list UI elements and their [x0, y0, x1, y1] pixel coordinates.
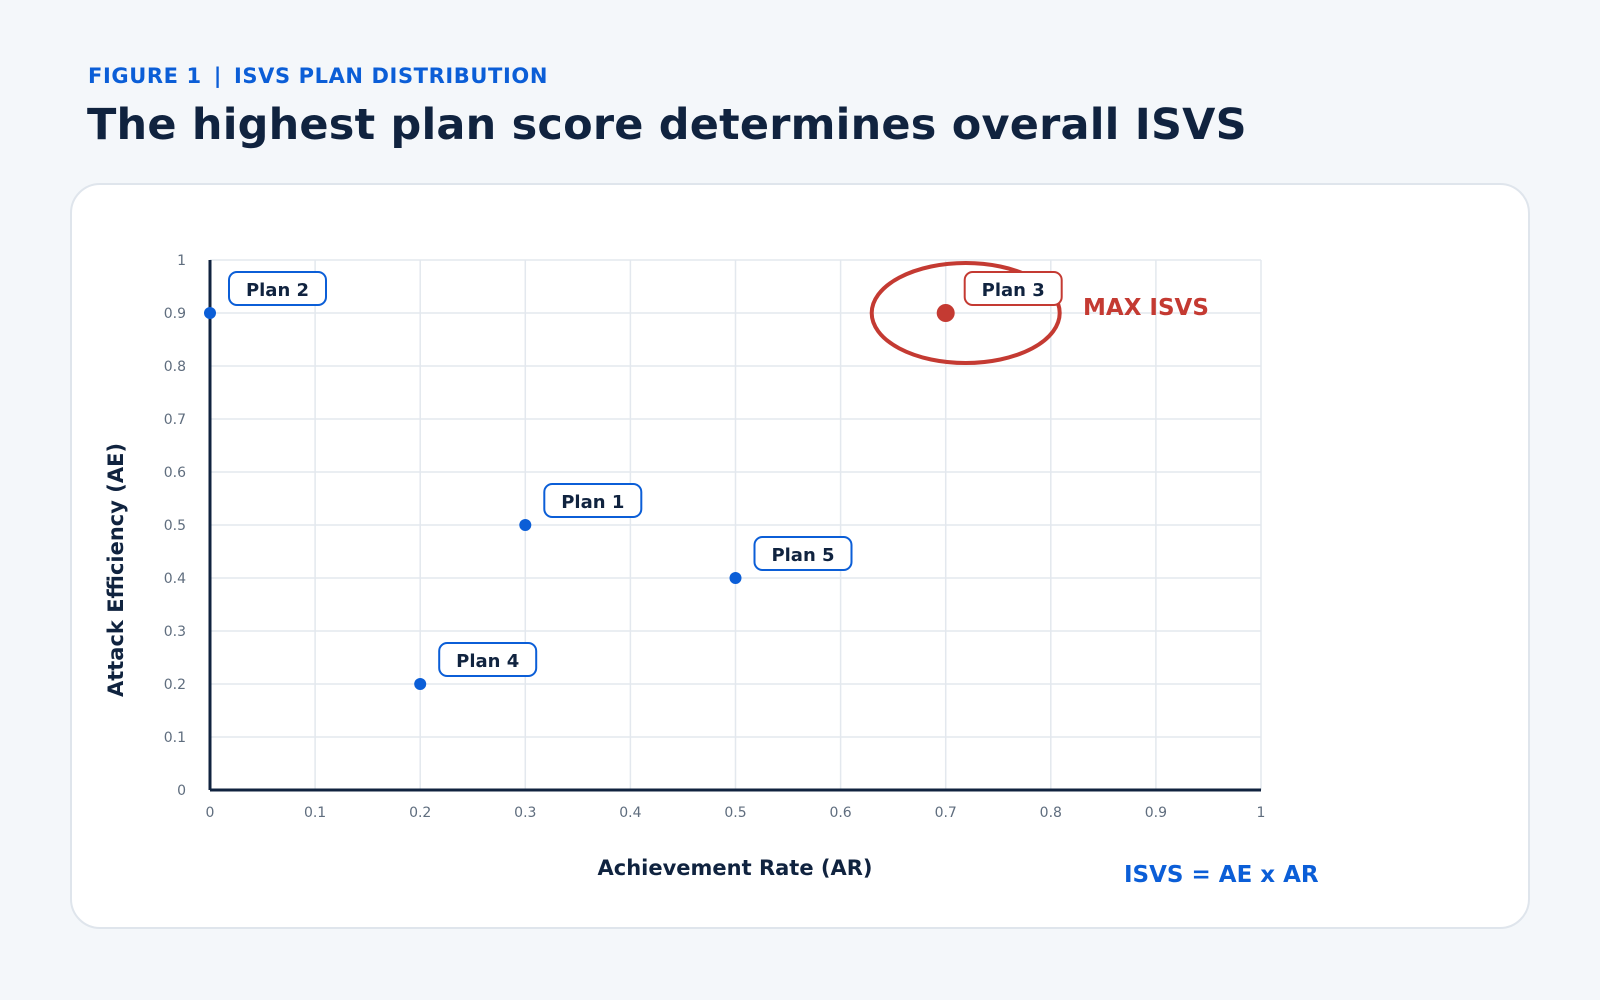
y-tick-label: 1 — [177, 253, 186, 269]
point-label-box — [438, 642, 538, 677]
highlight-ring — [869, 261, 1062, 365]
grid — [209, 259, 1262, 791]
page-headline: The highest plan score determines overal… — [87, 100, 1247, 150]
y-tick-label: 0.2 — [164, 677, 186, 693]
point-label-box — [963, 271, 1063, 306]
figure-separator: | — [213, 64, 222, 88]
y-tick-label: 0 — [177, 783, 186, 799]
figure-kicker: FIGURE 1 | ISVS PLAN DISTRIBUTION — [88, 64, 548, 88]
point-label-badge: Plan 1 — [543, 483, 643, 518]
point-label-box — [228, 271, 327, 306]
isvs-formula: ISVS = AE x AR — [1124, 862, 1319, 888]
x-tick-label: 0.9 — [1145, 805, 1167, 821]
y-tick-label: 0.7 — [164, 412, 186, 428]
data-point — [204, 307, 216, 319]
point-label-badge: Plan 3 — [963, 271, 1063, 306]
x-tick-label: 0.8 — [1040, 805, 1062, 821]
point-label-box — [543, 483, 643, 518]
x-tick-label: 0.4 — [619, 805, 641, 821]
data-points — [204, 304, 955, 690]
highlight-group — [869, 261, 1062, 365]
x-tick-label: 0 — [206, 805, 215, 821]
x-tick-label: 0.7 — [935, 805, 957, 821]
y-tick-label: 0.8 — [164, 359, 186, 375]
point-label-badge: Plan 2 — [228, 271, 327, 306]
y-tick-label: 0.3 — [164, 624, 186, 640]
point-label-box — [753, 536, 853, 571]
point-label-text: Plan 2 — [246, 280, 309, 301]
figure-title: ISVS PLAN DISTRIBUTION — [233, 64, 549, 88]
point-label-text: Plan 3 — [982, 280, 1045, 301]
data-point — [729, 572, 742, 584]
data-point — [936, 304, 955, 322]
y-axis-title: Attack Efficiency (AE) — [104, 443, 128, 697]
x-tick-label: 0.2 — [409, 805, 431, 821]
x-axis-title: Achievement Rate (AR) — [598, 856, 873, 880]
point-label-badge: Plan 4 — [438, 642, 538, 677]
y-tick-label: 0.1 — [164, 730, 186, 746]
figure-label: FIGURE 1 — [88, 64, 202, 88]
axes — [208, 260, 1261, 792]
x-tick-label: 0.3 — [514, 805, 536, 821]
y-tick-label: 0.5 — [164, 518, 186, 534]
data-point — [519, 519, 532, 531]
point-labels: Plan 1 Plan 2 Plan 3 Plan 4 Plan 5 — [228, 271, 1063, 677]
x-tick-labels: 0 0.1 0.2 0.3 0.4 0.5 0.6 0.7 0.8 0.9 1 — [206, 805, 1266, 821]
x-tick-label: 1 — [1257, 805, 1266, 821]
data-point — [414, 678, 427, 690]
x-tick-label: 0.6 — [829, 805, 851, 821]
y-tick-labels: 0 0.1 0.2 0.3 0.4 0.5 0.6 0.7 0.8 0.9 1 — [164, 253, 186, 799]
y-tick-label: 0.9 — [164, 306, 186, 322]
point-label-text: Plan 5 — [771, 545, 834, 566]
x-tick-label: 0.1 — [304, 805, 326, 821]
point-label-text: Plan 1 — [561, 492, 624, 513]
y-tick-label: 0.4 — [164, 571, 186, 587]
max-isvs-label: MAX ISVS — [1083, 295, 1209, 321]
point-label-badge: Plan 5 — [753, 536, 853, 571]
y-tick-label: 0.6 — [164, 465, 186, 481]
point-label-text: Plan 4 — [456, 651, 519, 672]
x-tick-label: 0.5 — [724, 805, 746, 821]
